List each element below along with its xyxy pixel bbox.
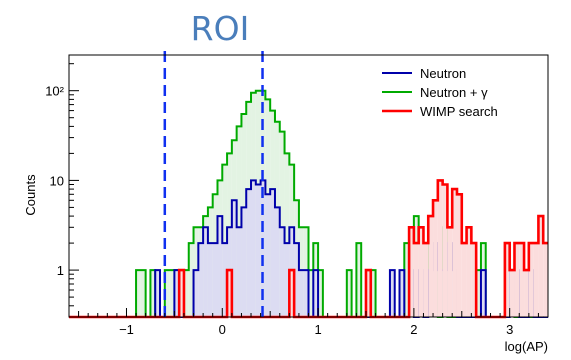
bin-bar-wimp-search [538,216,544,317]
bin-bar-wimp-search [504,243,510,317]
bin-bar-neutron [476,270,481,317]
roi-lines [163,51,264,317]
bin-bar-wimp-search [437,180,443,317]
bin-bar-neutron [284,153,290,317]
y-axis-label: Counts [23,174,38,216]
bin-bar-neutron [265,194,271,317]
bin-bar-neutron [241,207,247,317]
bin-bar-neutron [198,243,204,317]
bin-bar-wimp-search [289,270,295,317]
bin-bar-neutron [294,243,299,317]
bin-bar-neutron [155,270,161,317]
bin-bar-neutron [279,131,285,317]
bin-bar-neutron [399,270,405,317]
bin-bar-wimp-search [524,270,529,317]
x-axis-label: log(AP) [505,339,548,354]
bin-bar-neutron [183,270,189,317]
bin-bar-wimp-search [418,227,424,317]
bin-bar-neutron [174,270,180,317]
bin-bar-neutron [389,270,395,317]
bin-bar-wimp-search [442,184,448,317]
bin-bar-neutron [236,227,242,317]
bin-bar-neutron [480,270,486,317]
bin-bar-neutron [222,243,228,317]
bin-bar-neutron [217,216,223,317]
bin-bar-neutron [164,270,170,317]
legend-label: Neutron + γ [420,85,488,100]
bin-bar-neutron [140,270,146,317]
bin-bar-neutron [193,270,199,317]
bin-bar-wimp-search [543,243,548,317]
bin-bar-neutron [318,270,323,317]
bin-bar-wimp-search [452,189,457,317]
bin-bar-neutron [270,189,275,317]
bin-bar-neutron [298,270,304,317]
y-tick-label: 10² [45,84,64,99]
bin-bar-wimp-search [514,243,520,317]
bin-bar-wimp-search [227,270,232,317]
x-tick-label: 0 [219,322,226,337]
bin-bar-neutron [284,243,290,317]
bin-bar-wimp-search [519,243,525,317]
bin-bar-wimp-search [466,227,472,317]
bin-bar-neutron [279,227,285,317]
bin-bar-wimp-search [533,243,539,317]
bin-bar-neutron [212,243,218,317]
bin-bar-neutron [136,270,141,317]
bin-bar-wimp-search [428,216,434,317]
legend: Neutron Neutron + γ WIMP search [382,66,498,119]
bin-bar-wimp-search [528,243,534,317]
bin-bar-neutron [236,126,242,317]
bin-bar-neutron [404,243,410,317]
bin-bar-wimp-search [447,227,453,317]
bin-bar-neutron [313,270,319,317]
bin-bar-wimp-search [179,270,184,317]
x-tick-label: −1 [119,322,134,337]
histogram-layer [69,89,548,319]
bin-bar-wimp-search [456,194,462,317]
bin-bar-neutron [251,180,256,317]
legend-label: WIMP search [420,104,498,119]
bin-bar-wimp-search [433,200,438,317]
x-tick-label: 3 [506,322,513,337]
bin-bar-wimp-search [413,243,419,317]
bin-bar-neutron [308,270,314,317]
x-tick-label: 1 [314,322,321,337]
bin-bar-wimp-search [409,227,414,317]
bin-bar-wimp-search [471,243,477,317]
y-tick-label: 1 [57,263,64,278]
bin-bar-neutron [356,243,362,317]
y-tick-label: 10 [50,173,64,188]
bin-bar-neutron [188,243,194,317]
bin-bar-neutron [346,270,352,317]
x-axis: −1 0 1 2 3 [78,308,539,337]
y-axis: 1 10 10² [45,63,79,318]
x-tick-label: 2 [410,322,417,337]
bin-bar-neutron [231,200,237,317]
bin-bar-neutron [169,270,175,317]
bin-bar-neutron [303,270,309,317]
bin-bar-neutron [246,189,252,317]
bin-bar-neutron [150,270,156,317]
bin-bar-neutron [274,207,280,317]
bin-bar-neutron [222,164,228,317]
bin-bar-neutron [203,227,208,317]
bin-bar-neutron [255,184,261,317]
bin-bar-wimp-search [461,243,467,317]
roi-annotation: ROI [191,9,250,48]
bin-bar-neutron [370,270,376,317]
bin-bar-wimp-search [509,270,515,317]
legend-label: Neutron [420,66,466,81]
bin-bar-wimp-search [365,270,371,317]
bin-bar-wimp-search [423,243,429,317]
bin-bar-neutron [207,243,213,317]
